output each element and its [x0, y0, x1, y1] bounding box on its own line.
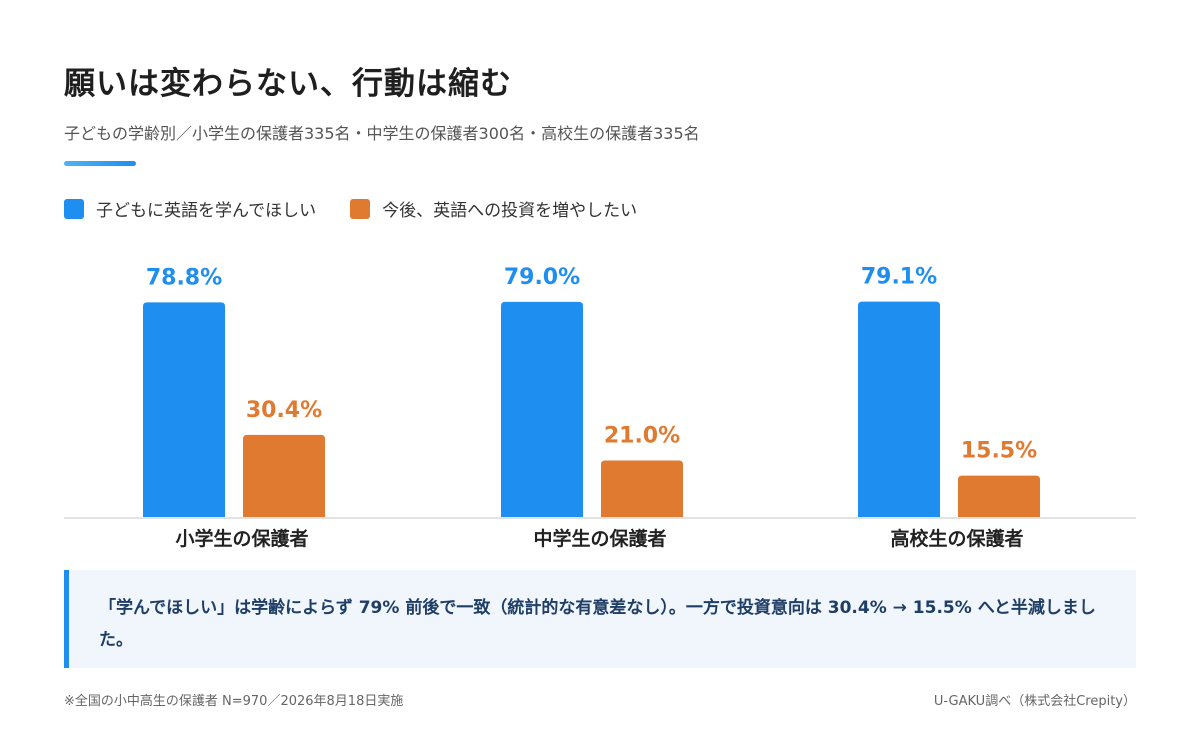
bar-series-1-1 — [143, 302, 225, 518]
insight-text: 「学んでほしい」は学齢によらず 79% 前後で一致（統計的な有意差なし）。一方で… — [99, 598, 1096, 650]
data-label-series-1-3: 79.1% — [861, 265, 937, 290]
data-label-series-1-1: 78.8% — [146, 265, 222, 290]
bar-series-2-2 — [601, 460, 683, 518]
legend-swatch-series-2 — [350, 198, 371, 219]
data-label-series-2-3: 15.5% — [961, 439, 1037, 464]
legend-item-series-1: 子どもに英語を学んでほしい — [64, 196, 316, 221]
legend-label-series-2: 今後、英語への投資を増やしたい — [382, 201, 638, 221]
bar-series-1-3 — [858, 301, 940, 518]
bar-chart: 78.8% 30.4% 小学生の保護者 79.0% 21.0% 中学生の保護者 79.1% 1… — [64, 265, 1136, 550]
data-label-series-2-2: 21.0% — [604, 424, 680, 449]
bar-series-2-3 — [958, 475, 1040, 518]
bar-series-1-2 — [501, 301, 583, 518]
data-label-series-2-1: 30.4% — [246, 398, 322, 423]
bar-series-2-1 — [243, 434, 325, 518]
category-label-2: 中学生の保護者 — [533, 527, 666, 550]
legend-label-series-1: 子どもに英語を学んでほしい — [96, 201, 317, 221]
legend-swatch-series-1 — [64, 198, 84, 219]
legend-item-series-2: 今後、英語への投資を増やしたい — [350, 196, 637, 221]
source-credit: U-GAKU調べ（株式会社Crepity） — [933, 694, 1136, 709]
page-subtitle: 子どもの学齢別／小学生の保護者335名・中学生の保護者300名・高校生の保護者3… — [64, 124, 700, 143]
insight-callout: 「学んでほしい」は学齢によらず 79% 前後で一致（統計的な有意差なし）。一方で… — [64, 570, 1136, 668]
data-label-series-1-2: 79.0% — [504, 265, 580, 290]
category-label-3: 高校生の保護者 — [890, 527, 1023, 550]
page-title: 願いは変わらない、行動は縮む — [64, 66, 512, 102]
chart-legend: 子どもに英語を学んでほしい 今後、英語への投資を増やしたい — [64, 196, 671, 221]
survey-footnote: ※全国の小中高生の保護者 N=970／2026年8月18日実施 — [64, 694, 404, 709]
category-label-1: 小学生の保護者 — [175, 527, 308, 550]
title-accent-bar — [64, 161, 136, 166]
